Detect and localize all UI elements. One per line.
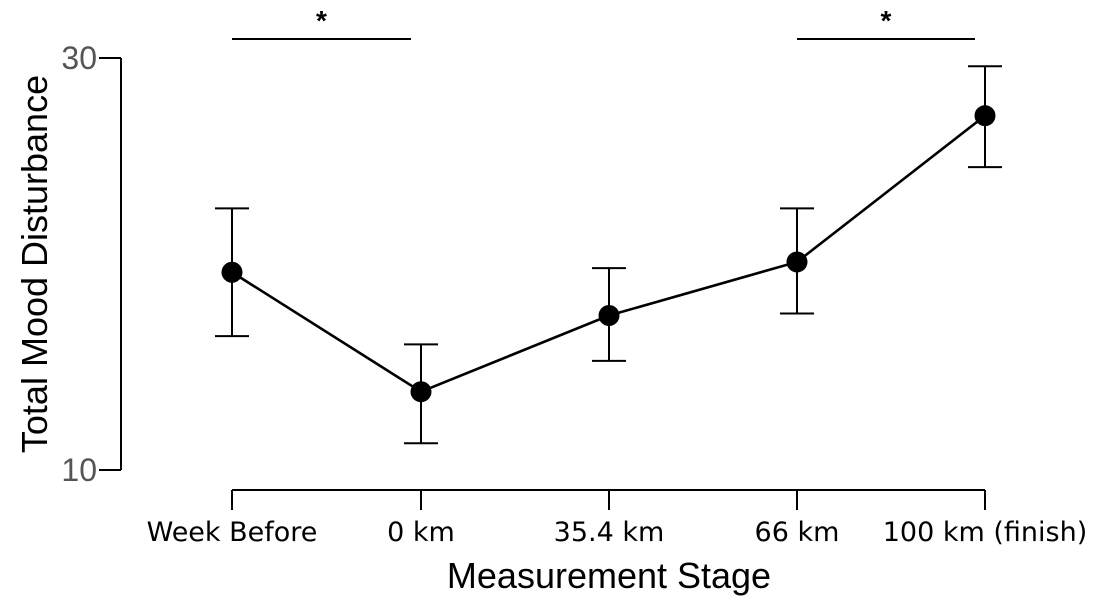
x-axis-title: Measurement Stage (447, 555, 771, 596)
data-points (221, 105, 996, 403)
y-axis-title: Total Mood Disturbance (14, 75, 55, 453)
x-tick-label: 66 km (755, 517, 840, 548)
y-tick-label: 30 (61, 40, 97, 76)
data-point (786, 251, 808, 273)
x-tick-label: Week Before (147, 517, 318, 548)
y-ticks: 10 30 (61, 40, 121, 488)
data-point (221, 261, 243, 283)
data-point (974, 105, 996, 127)
x-tick-label: 100 km (finish) (883, 517, 1088, 548)
data-point (410, 381, 432, 403)
y-axis: 10 30 (61, 40, 122, 488)
data-point (598, 305, 620, 326)
error-bars (215, 65, 1002, 445)
x-axis: Week Before 0 km 35.4 km 66 km 100 km (finis… (147, 489, 1088, 548)
x-tick-label: 0 km (387, 517, 455, 548)
significance-label: * (316, 5, 327, 36)
x-tick-label: 35.4 km (554, 517, 665, 548)
significance-label: * (881, 5, 892, 36)
significance-brackets: * * (232, 5, 975, 40)
y-tick-label: 10 (61, 452, 97, 488)
x-ticks: Week Before 0 km 35.4 km 66 km 100 km (finis… (147, 490, 1088, 548)
